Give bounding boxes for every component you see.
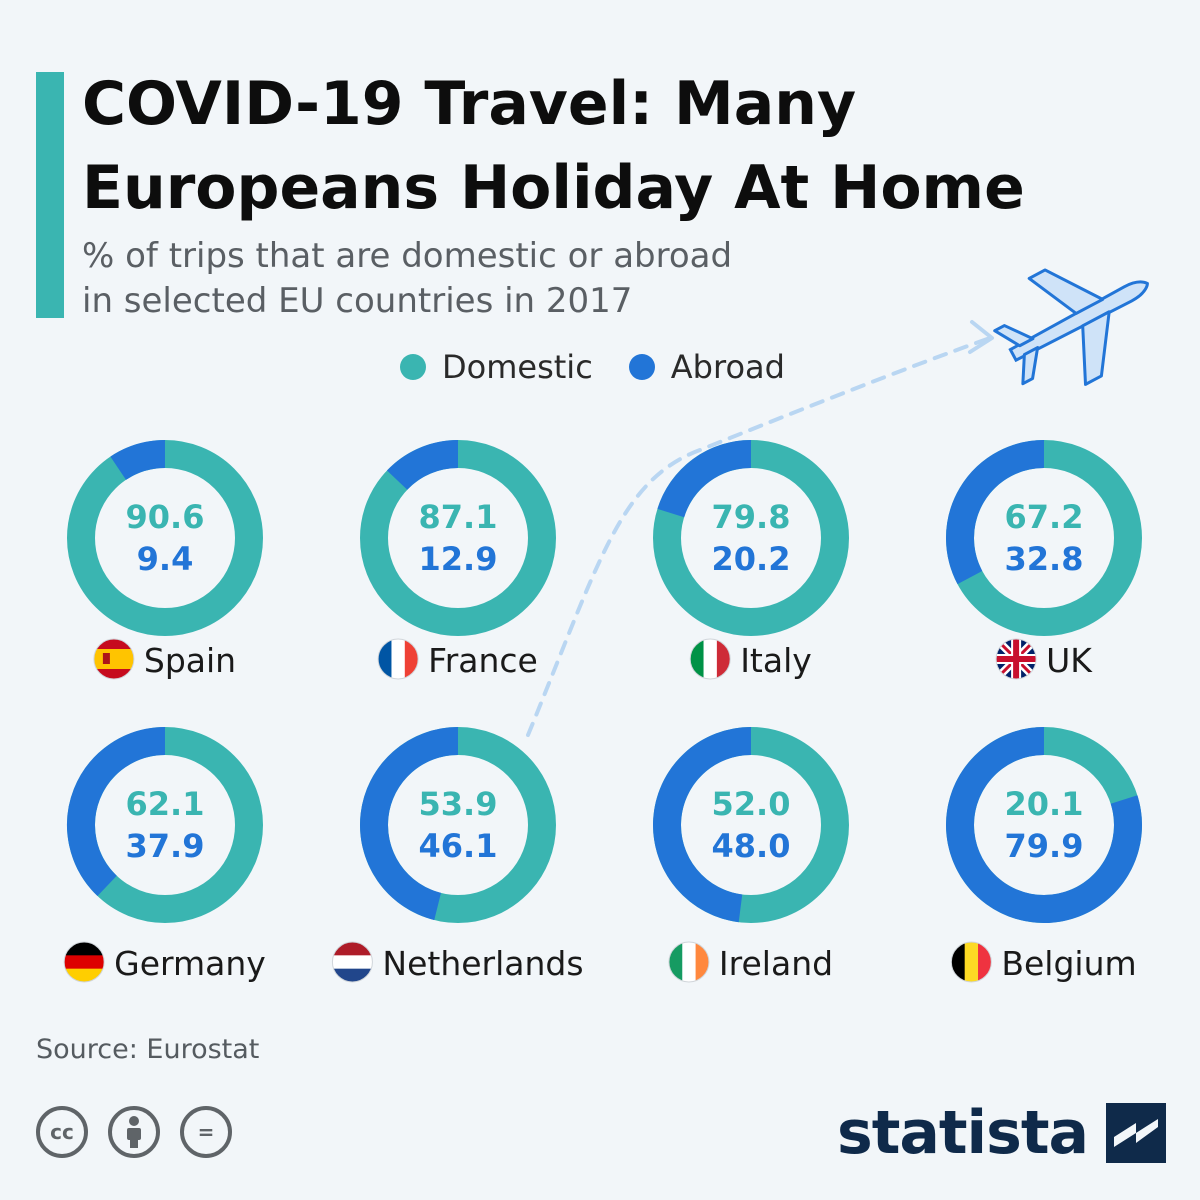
- value-domestic: 87.1: [419, 498, 498, 536]
- donut-germany: 62.1 37.9 Germany: [63, 727, 266, 983]
- chart-subtitle: % of trips that are domestic or abroad i…: [82, 234, 842, 324]
- chart-title: COVID-19 Travel: Many Europeans Holiday …: [82, 69, 1025, 223]
- country-label: Ireland: [719, 944, 833, 983]
- flag-it-icon: [689, 638, 731, 680]
- subtitle-line-2: in selected EU countries in 2017: [82, 281, 633, 321]
- arc-domestic-track: [67, 440, 263, 636]
- legend-label-domestic: Domestic: [442, 348, 593, 386]
- arc-abroad: [386, 440, 459, 491]
- country-label: UK: [1046, 641, 1093, 680]
- value-abroad: 48.0: [712, 827, 791, 865]
- flag-be-icon: [950, 941, 992, 983]
- source-note: Source: Eurostat: [36, 1034, 260, 1065]
- donut-spain: 90.6 9.4 Spain: [67, 440, 263, 680]
- value-domestic: 90.6: [126, 498, 205, 536]
- country-label: Belgium: [1001, 944, 1136, 983]
- arc-abroad: [657, 440, 752, 518]
- arc-domestic-track: [653, 440, 849, 636]
- flag-fr-icon: [377, 638, 419, 680]
- airplane-icon: [993, 268, 1149, 386]
- flag-uk-icon: [995, 638, 1037, 680]
- value-domestic: 52.0: [712, 785, 791, 823]
- value-domestic: 67.2: [1005, 498, 1084, 536]
- arc-abroad: [360, 727, 459, 921]
- country-label: Netherlands: [382, 944, 583, 983]
- brand-text: statista: [836, 1098, 1089, 1168]
- country-label: Germany: [114, 944, 266, 983]
- arc-domestic-track: [360, 440, 556, 636]
- legend: Domestic Abroad: [400, 348, 821, 386]
- license-icons: cc =: [36, 1106, 252, 1158]
- flag-de-icon: [63, 941, 105, 983]
- flag-es-icon: [93, 638, 135, 680]
- value-abroad: 32.8: [1005, 540, 1084, 578]
- arc-abroad: [67, 727, 166, 897]
- legend-item-domestic: Domestic: [400, 348, 593, 386]
- subtitle-line-1: % of trips that are domestic or abroad: [82, 236, 733, 276]
- value-domestic: 62.1: [126, 785, 205, 823]
- value-abroad: 20.2: [712, 540, 791, 578]
- value-abroad: 79.9: [1005, 827, 1084, 865]
- legend-item-abroad: Abroad: [628, 348, 785, 386]
- legend-swatch-domestic: [400, 354, 426, 380]
- value-domestic: 79.8: [712, 498, 791, 536]
- flag-nl-icon: [331, 941, 373, 983]
- legend-label-abroad: Abroad: [670, 348, 785, 386]
- country-label: Italy: [740, 641, 812, 680]
- value-domestic: 20.1: [1005, 785, 1084, 823]
- flight-path-arrowhead: [968, 320, 994, 354]
- value-domestic: 53.9: [419, 785, 498, 823]
- value-abroad: 9.4: [137, 540, 194, 578]
- no-derivatives-icon[interactable]: =: [180, 1106, 232, 1158]
- statista-logo[interactable]: statista: [837, 1098, 1166, 1168]
- donut-netherlands: 53.9 46.1 Netherlands: [331, 727, 584, 983]
- cc-icon[interactable]: cc: [36, 1106, 88, 1158]
- legend-swatch-abroad: [628, 354, 655, 380]
- donut-uk: 67.2 32.8 UK: [946, 440, 1142, 680]
- country-label: Spain: [144, 641, 236, 680]
- statista-mark-icon: [1106, 1103, 1166, 1163]
- country-label: France: [428, 641, 538, 680]
- flag-ie-icon: [668, 941, 710, 983]
- donut-ireland: 52.0 48.0 Ireland: [653, 727, 849, 983]
- accent-bar: [36, 72, 64, 318]
- arc-abroad: [110, 440, 166, 481]
- donut-belgium: 20.1 79.9 Belgium: [946, 727, 1142, 983]
- arc-abroad: [946, 440, 1045, 585]
- value-abroad: 37.9: [126, 827, 205, 865]
- arc-abroad: [653, 727, 752, 923]
- value-abroad: 12.9: [419, 540, 498, 578]
- donut-italy: 79.8 20.2 Italy: [653, 440, 849, 680]
- value-abroad: 46.1: [419, 827, 498, 865]
- donut-france: 87.1 12.9 France: [360, 440, 556, 680]
- attribution-icon[interactable]: [108, 1106, 160, 1158]
- arc-abroad: [946, 727, 1142, 923]
- flight-path: [526, 336, 992, 737]
